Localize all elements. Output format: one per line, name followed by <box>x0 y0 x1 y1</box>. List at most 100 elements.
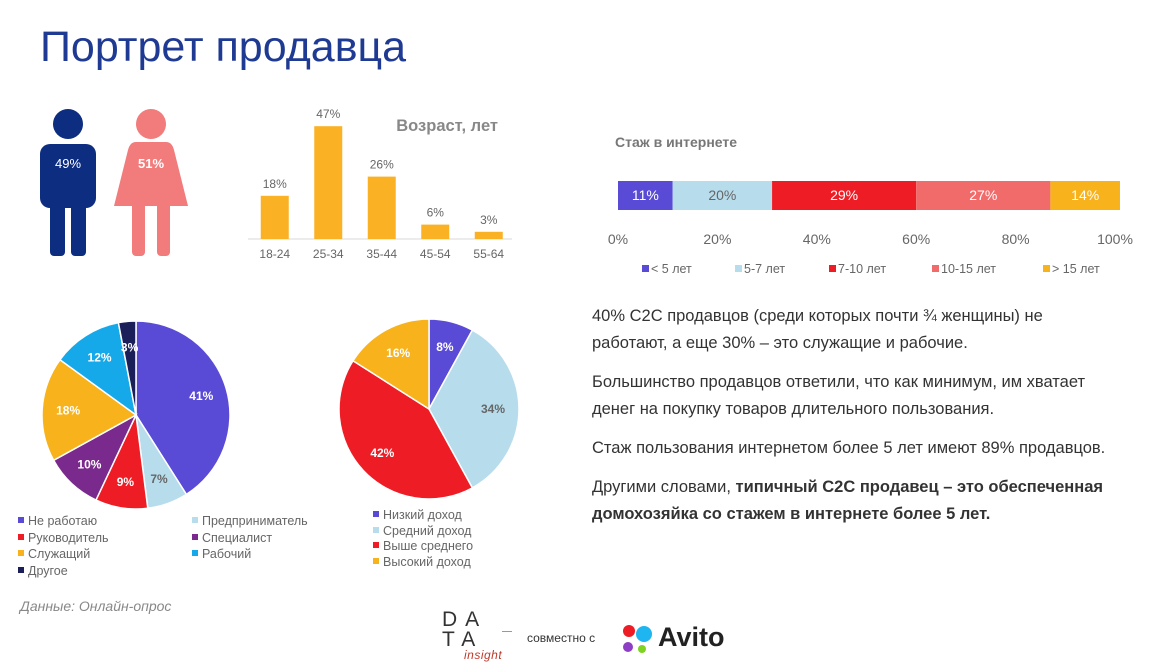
age-bar-label: 47% <box>316 107 340 121</box>
age-bar <box>260 195 289 239</box>
pie-legend-item: Другое <box>18 563 109 580</box>
legend-swatch <box>1043 265 1050 272</box>
occupation-pie-chart: 41% 7% 9% 10% 18% 12% 3% <box>41 320 231 510</box>
pie-slice-label: 7% <box>150 472 168 486</box>
logo-row-2: TA <box>442 628 484 651</box>
avito-wordmark: Avito <box>658 622 725 652</box>
logo-row-1: DA <box>442 608 488 631</box>
summary-conclusion-prefix: Другими словами, <box>592 478 736 496</box>
summary-paragraph-2: Большинство продавцов ответили, что как … <box>592 373 1086 418</box>
internet-segment-label: 29% <box>830 187 858 203</box>
internet-x-tick: 20% <box>703 231 731 247</box>
age-bar <box>314 126 343 239</box>
pie-slice-label: 34% <box>481 402 505 416</box>
legend-swatch <box>932 265 939 272</box>
legend-swatch <box>18 533 24 540</box>
pie-legend-item: Рабочий <box>192 546 308 563</box>
internet-segment-label: 27% <box>969 187 997 203</box>
age-category-label: 18-24 <box>259 247 290 261</box>
pie-slice-label: 10% <box>77 458 101 472</box>
legend-swatch <box>18 566 24 573</box>
internet-x-tick: 100% <box>1097 231 1133 247</box>
legend-swatch <box>642 265 649 272</box>
age-bar <box>474 231 503 239</box>
internet-experience-chart: Стаж в интернете 11% 20% 29% 27% 14% 0% 20% 40%… <box>608 134 1133 247</box>
legend-swatch <box>829 265 836 272</box>
legend-swatch <box>18 517 24 523</box>
legend-label: Служащий <box>28 547 91 561</box>
avito-logo-icon <box>623 625 652 653</box>
internet-legend-item: 7-10 лет <box>829 262 886 276</box>
internet-segment <box>618 181 673 210</box>
pie-slice <box>58 321 138 417</box>
legend-swatch <box>373 542 379 548</box>
pie-legend-item: Руководитель <box>18 530 109 547</box>
age-category-label: 35-44 <box>366 247 397 261</box>
pie-slice-label: 12% <box>88 351 112 365</box>
internet-segment <box>772 181 917 210</box>
legend-label: Рабочий <box>202 547 252 561</box>
pie-legend-item: Специалист <box>192 530 308 547</box>
internet-legend-item: < 5 лет <box>642 262 692 276</box>
age-bar-label: 3% <box>480 213 498 227</box>
legend-label: Другое <box>28 563 68 578</box>
age-category-label: 45-54 <box>420 247 451 261</box>
pie-slice <box>338 359 474 500</box>
pie-slice <box>117 320 137 416</box>
age-category-label: 25-34 <box>313 247 344 261</box>
summary-paragraph-3: Стаж пользования интернетом более 5 лет … <box>592 439 1106 457</box>
age-bar-label: 6% <box>427 206 445 220</box>
legend-swatch <box>192 550 198 556</box>
pie-slice-label: 18% <box>56 404 80 418</box>
legend-label: 7-10 лет <box>838 262 887 276</box>
income-pie-chart: 8% 34% 42% 16% <box>338 318 520 500</box>
pie-slice-label: 3% <box>121 340 139 354</box>
pie-legend-item: Не работаю <box>18 513 109 530</box>
pie-slice-label: 9% <box>117 475 135 489</box>
female-icon: 51% <box>114 109 188 256</box>
pie-legend-item: Низкий доход <box>373 508 523 524</box>
female-percent: 51% <box>138 156 164 171</box>
legend-swatch <box>192 533 198 540</box>
gender-figures: 49% 51% <box>40 109 188 256</box>
legend-swatch <box>373 526 379 533</box>
occupation-legend: Не работаю Руководитель Служащий Другое Пред… <box>18 513 348 583</box>
internet-segment <box>916 181 1051 210</box>
male-percent: 49% <box>55 156 81 171</box>
legend-label: Высокий доход <box>383 554 471 569</box>
age-bar <box>367 176 396 239</box>
age-bar-label: 18% <box>263 177 287 191</box>
data-insight-logo: DA TA insight <box>442 608 512 664</box>
page-title: Портрет продавца <box>40 23 407 71</box>
internet-x-tick: 40% <box>803 231 831 247</box>
pie-slice <box>41 358 138 462</box>
pie-slice-label: 42% <box>370 446 394 460</box>
partner-caption: совместно с <box>527 631 596 645</box>
legend-label: > 15 лет <box>1052 262 1100 276</box>
male-icon: 49% <box>40 109 96 256</box>
pie-legend-item: Средний доход <box>373 524 523 540</box>
legend-swatch <box>18 550 24 556</box>
pie-slice-label: 16% <box>386 346 410 360</box>
internet-segment <box>672 181 773 210</box>
pie-slice <box>351 318 430 411</box>
age-bar-label: 26% <box>370 158 394 172</box>
legend-label: Средний доход <box>383 523 472 538</box>
internet-segment-label: 14% <box>1071 187 1099 203</box>
pie-legend-item: Служащий <box>18 546 109 563</box>
age-bar-chart: Возраст, лет 18% 18-24 47% 25-34 26% 35-44 6% 4… <box>248 107 512 261</box>
internet-x-tick: 0% <box>608 231 628 247</box>
age-category-label: 55-64 <box>473 247 504 261</box>
legend-label: 10-15 лет <box>941 262 996 276</box>
internet-chart-title: Стаж в интернете <box>615 134 737 150</box>
internet-segment <box>1050 181 1120 210</box>
income-legend: Низкий доход Средний доход Выше среднего Вы… <box>373 508 523 578</box>
legend-swatch <box>373 511 379 517</box>
internet-segment-label: 11% <box>632 187 659 203</box>
summary-conclusion-bold: типичный C2C продавец – это обеспеченная… <box>592 478 1104 523</box>
pie-slice-label: 41% <box>189 389 213 403</box>
legend-label: Не работаю <box>28 514 98 528</box>
summary-paragraph-4: Другими словами, типичный C2C продавец –… <box>592 474 1112 528</box>
pie-legend-item: Выше среднего <box>373 539 523 555</box>
pie-slice-label: 8% <box>436 340 454 354</box>
